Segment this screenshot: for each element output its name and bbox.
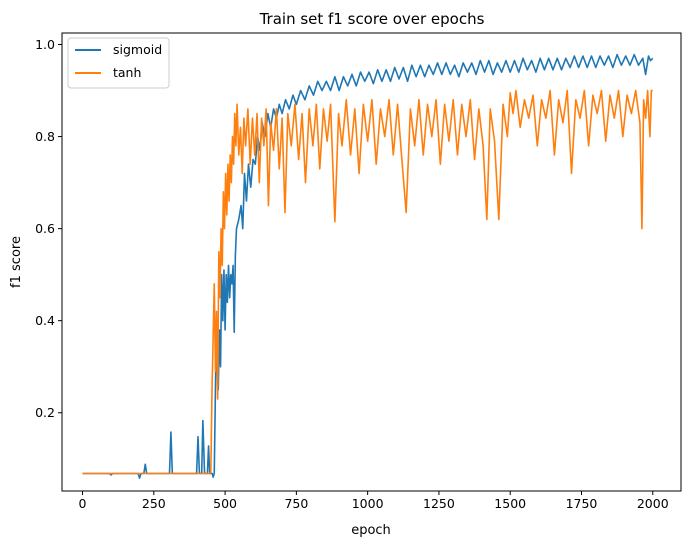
y-tick-label: 0.6 xyxy=(35,221,55,236)
plot-frame xyxy=(61,32,682,492)
x-tick-label: 500 xyxy=(213,496,237,511)
x-tick-label: 1500 xyxy=(494,496,526,511)
y-tick-label: 0.2 xyxy=(35,405,55,420)
y-axis-label: f1 score xyxy=(9,236,24,288)
chart-title: Train set f1 score over epochs xyxy=(259,10,485,28)
x-tick-label: 2000 xyxy=(637,496,669,511)
x-tick-label: 0 xyxy=(79,496,87,511)
legend: sigmoid tanh xyxy=(67,37,170,89)
series-line-tanh xyxy=(82,89,653,475)
y-axis: 0.2 0.4 0.6 0.8 1.0 xyxy=(35,37,62,420)
plot-area xyxy=(82,53,654,479)
x-tick-label: 1250 xyxy=(423,496,455,511)
y-tick-label: 1.0 xyxy=(35,37,55,52)
legend-label-tanh: tanh xyxy=(113,65,141,80)
x-tick-label: 750 xyxy=(284,496,308,511)
x-tick-label: 1750 xyxy=(566,496,598,511)
y-tick-label: 0.4 xyxy=(35,313,55,328)
x-tick-label: 1000 xyxy=(352,496,384,511)
x-axis: 0 250 500 750 1000 1250 1500 1750 2000 xyxy=(79,491,669,511)
series-lines xyxy=(82,53,654,479)
legend-label-sigmoid: sigmoid xyxy=(113,42,162,57)
x-tick-label: 250 xyxy=(142,496,166,511)
y-tick-label: 0.8 xyxy=(35,129,55,144)
x-axis-label: epoch xyxy=(351,523,391,538)
